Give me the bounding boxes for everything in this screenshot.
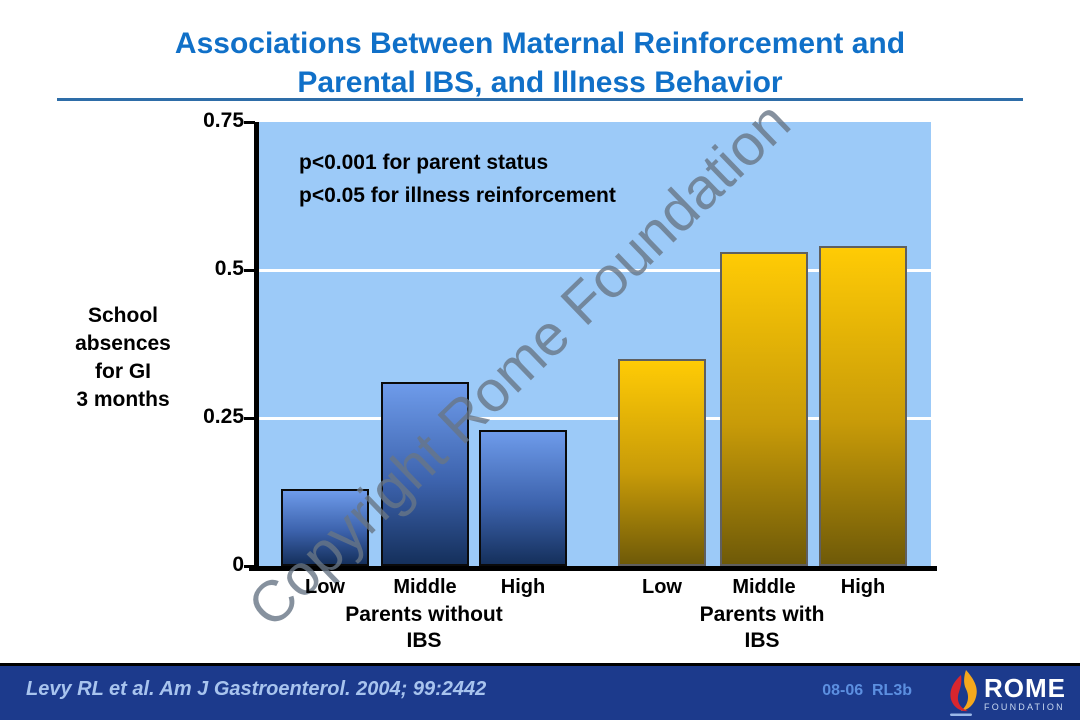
group-label-with-ibs: Parents with IBS xyxy=(642,602,882,654)
citation-text: Levy RL et al. Am J Gastroenterol. 2004;… xyxy=(26,678,487,700)
y-axis-title: School absences for GI 3 months xyxy=(38,302,208,414)
y-tick-label-0.5: 0.5 xyxy=(214,257,244,280)
group-label-with-ibs-line2: IBS xyxy=(744,629,780,652)
y-tick-mark-0 xyxy=(244,565,255,568)
bar-parents-without-ibs-low xyxy=(281,489,369,566)
y-axis-title-line3: for GI xyxy=(95,360,151,383)
rome-foundation-logo: ROME FOUNDATION xyxy=(946,669,1066,717)
p-value-line1: p<0.001 for parent status xyxy=(299,151,549,174)
y-tick-mark-0.5 xyxy=(244,269,255,272)
bar-parents-with-ibs-low xyxy=(618,359,706,566)
x-label-parents-without-ibs-high: High xyxy=(500,576,546,598)
group-label-without-ibs-line2: IBS xyxy=(406,629,442,652)
logo-subtitle: FOUNDATION xyxy=(984,701,1065,712)
p-value-line2: p<0.05 for illness reinforcement xyxy=(299,184,616,207)
bar-parents-with-ibs-middle xyxy=(720,252,808,566)
x-label-parents-with-ibs-high: High xyxy=(840,576,886,598)
logo-text: ROME FOUNDATION xyxy=(984,675,1066,712)
bar-parents-without-ibs-middle xyxy=(381,382,469,566)
title-divider xyxy=(57,98,1023,101)
flame-icon xyxy=(950,670,977,716)
p-value-annotation: p<0.001 for parent status p<0.05 for ill… xyxy=(299,146,616,212)
y-tick-label-0.75: 0.75 xyxy=(203,109,244,132)
bar-parents-with-ibs-high xyxy=(819,246,907,566)
y-tick-mark-0.75 xyxy=(244,121,255,124)
x-axis-line xyxy=(249,566,937,571)
y-tick-label-0: 0 xyxy=(232,553,244,576)
footer-bar: Levy RL et al. Am J Gastroenterol. 2004;… xyxy=(0,666,1080,720)
slide-title: Associations Between Maternal Reinforcem… xyxy=(0,24,1080,102)
x-label-parents-with-ibs-low: Low xyxy=(642,576,682,598)
y-axis-title-line4: 3 months xyxy=(76,388,170,411)
slide-code: 08-06 RL3b xyxy=(822,682,912,699)
group-label-with-ibs-line1: Parents with xyxy=(699,603,825,626)
slide-title-line2: Parental IBS, and Illness Behavior xyxy=(297,66,783,99)
x-label-parents-with-ibs-middle: Middle xyxy=(732,576,796,598)
slide-title-line1: Associations Between Maternal Reinforcem… xyxy=(174,27,906,60)
bar-parents-without-ibs-high xyxy=(479,430,567,566)
y-tick-label-0.25: 0.25 xyxy=(203,405,244,428)
x-label-parents-without-ibs-low: Low xyxy=(305,576,345,598)
y-axis-line xyxy=(254,122,259,571)
chart-plot-area xyxy=(258,122,931,566)
group-label-without-ibs: Parents without IBS xyxy=(304,602,544,654)
gridline-0.25 xyxy=(258,417,931,420)
group-label-without-ibs-line1: Parents without xyxy=(345,603,503,626)
x-label-parents-without-ibs-middle: Middle xyxy=(393,576,457,598)
y-tick-mark-0.25 xyxy=(244,417,255,420)
logo-title: ROME xyxy=(984,672,1066,703)
gridline-0.5 xyxy=(258,269,931,272)
y-axis-title-line1: School xyxy=(87,304,158,327)
footer-top-border xyxy=(0,663,1080,666)
y-axis-title-line2: absences xyxy=(75,332,171,355)
